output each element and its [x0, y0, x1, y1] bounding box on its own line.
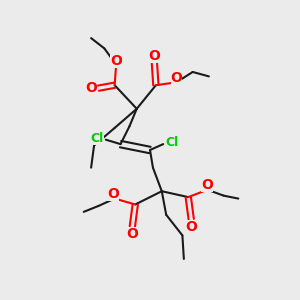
Text: O: O — [171, 71, 182, 85]
Text: O: O — [107, 187, 119, 201]
Text: O: O — [202, 178, 213, 192]
Text: O: O — [185, 220, 197, 234]
Text: Cl: Cl — [166, 136, 179, 149]
Text: O: O — [85, 81, 97, 95]
Text: Cl: Cl — [90, 132, 104, 145]
Text: O: O — [110, 54, 122, 68]
Text: O: O — [126, 227, 138, 241]
Text: O: O — [148, 49, 160, 63]
